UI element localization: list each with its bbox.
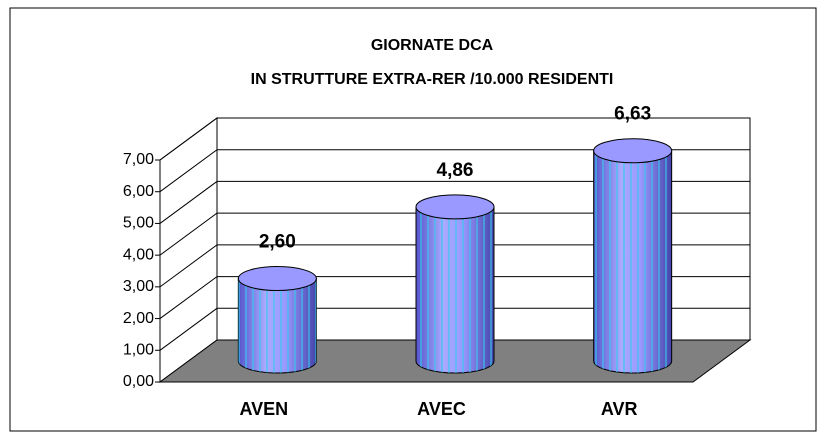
data-label: 4,86 [437, 160, 474, 181]
grid-line [159, 276, 750, 319]
bar-stripes [238, 278, 317, 373]
x-tick-label: AVEN [239, 399, 288, 419]
x-tick-label: AVEC [417, 399, 466, 419]
side-wall [159, 117, 218, 383]
grid-line [159, 180, 750, 224]
y-tick-label: 5,00 [123, 215, 154, 232]
y-tick-label: 4,00 [123, 246, 154, 263]
y-tick-label: 3,00 [123, 278, 154, 295]
grid-line [159, 117, 750, 161]
x-tick-label: AVR [601, 399, 638, 419]
bar-stripes [593, 150, 672, 373]
y-tick-label: 7,00 [123, 151, 154, 168]
data-label: 6,63 [614, 104, 651, 125]
data-label: 2,60 [259, 232, 296, 253]
grid-line [159, 244, 750, 288]
grid-line [159, 307, 750, 351]
bar-top [237, 266, 317, 292]
y-tick-label: 2,00 [123, 310, 154, 327]
y-tick-label: 0,00 [123, 373, 154, 390]
y-tick-label: 1,00 [123, 342, 154, 359]
y-tick-label: 6,00 [123, 183, 154, 200]
grid-line [159, 212, 750, 256]
grid-line [159, 149, 750, 193]
bar-top [593, 138, 673, 164]
chart-title: GIORNATE DCA [371, 37, 494, 54]
chart-subtitle: IN STRUTTURE EXTRA-RER /10.000 RESIDENTI [251, 71, 614, 88]
bar-top [415, 194, 495, 220]
bar-stripes [416, 206, 494, 373]
